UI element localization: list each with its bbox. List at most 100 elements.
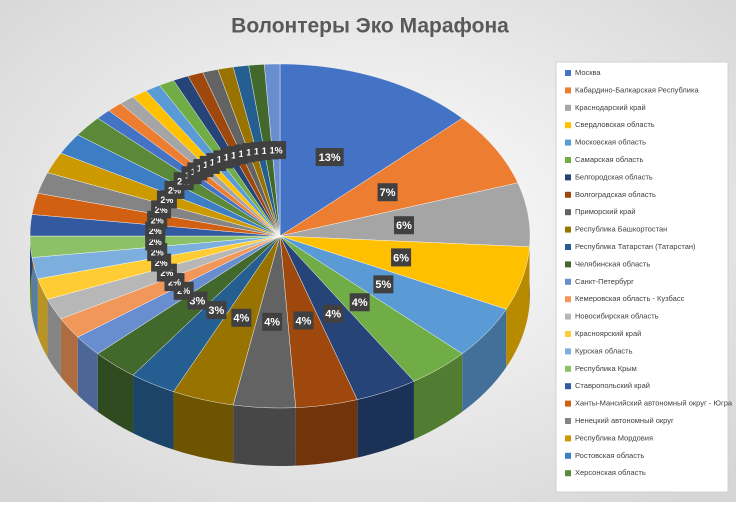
legend-swatch bbox=[565, 87, 571, 94]
legend-swatch bbox=[565, 383, 571, 390]
data-label: 4% bbox=[352, 297, 368, 309]
legend-swatch bbox=[565, 104, 571, 111]
slice-side bbox=[413, 353, 463, 440]
legend-swatch bbox=[565, 139, 571, 146]
data-label-box bbox=[373, 275, 394, 294]
legend-swatch bbox=[565, 470, 571, 477]
slice bbox=[279, 235, 415, 400]
data-label-box bbox=[262, 312, 283, 331]
legend-label: Приморский край bbox=[575, 207, 636, 216]
data-label: 2% bbox=[149, 226, 162, 236]
legend-label: Москва bbox=[575, 68, 601, 77]
data-label-box bbox=[293, 311, 314, 330]
legend-label: Свердловская область bbox=[575, 120, 655, 129]
legend-label: Ненецкий автономный округ bbox=[575, 416, 674, 425]
data-label: 13% bbox=[319, 152, 341, 164]
legend-label: Челябинская область bbox=[575, 259, 650, 268]
slice-side bbox=[60, 318, 78, 396]
legend-label: Белгородская область bbox=[575, 172, 653, 181]
data-label: 2% bbox=[160, 195, 173, 205]
slice-side bbox=[295, 399, 358, 466]
data-label: 2% bbox=[151, 215, 164, 225]
legend-label: Краснодарский край bbox=[575, 103, 646, 112]
slice-side bbox=[77, 337, 98, 412]
slice-side bbox=[173, 391, 234, 463]
data-label: 6% bbox=[396, 220, 412, 232]
slice bbox=[279, 235, 463, 382]
legend-label: Кабардино-Балкарская Республика bbox=[575, 85, 699, 94]
data-label: 2% bbox=[168, 185, 181, 195]
slice bbox=[279, 235, 507, 354]
slice-side bbox=[37, 278, 48, 358]
slice bbox=[279, 182, 531, 248]
data-label: 6% bbox=[393, 252, 409, 264]
legend-swatch bbox=[565, 296, 571, 303]
legend-swatch bbox=[565, 278, 571, 285]
data-label: 2% bbox=[177, 286, 190, 296]
legend-label: Херсонская область bbox=[575, 468, 646, 477]
legend-swatch bbox=[565, 209, 571, 216]
legend-box bbox=[555, 61, 729, 493]
data-label-box bbox=[349, 293, 370, 312]
data-label-box bbox=[394, 216, 415, 235]
data-label-box bbox=[266, 141, 287, 160]
data-label: 4% bbox=[325, 309, 341, 321]
legend-swatch bbox=[565, 226, 571, 233]
legend-label: Санкт-Петербург bbox=[575, 277, 634, 286]
legend-label: Курская область bbox=[575, 346, 633, 355]
legend-swatch bbox=[565, 174, 571, 181]
legend-swatch bbox=[565, 122, 571, 129]
data-label-box bbox=[323, 304, 344, 323]
legend-label: Ростовская область bbox=[575, 451, 644, 460]
legend-swatch bbox=[565, 365, 571, 372]
slice-side bbox=[357, 381, 414, 458]
legend-swatch bbox=[565, 313, 571, 320]
slice-side bbox=[233, 404, 296, 466]
data-label: 2% bbox=[160, 268, 173, 278]
data-label: 4% bbox=[295, 315, 311, 327]
legend-label: Республика Башкортостан bbox=[575, 225, 667, 234]
legend-label: Республика Татарстан (Татарстан) bbox=[575, 242, 696, 251]
legend-label: Самарская область bbox=[575, 155, 644, 164]
chart-title: Волонтеры Эко Марафона bbox=[231, 15, 509, 38]
legend-label: Республика Крым bbox=[575, 364, 637, 373]
data-label-box bbox=[315, 148, 344, 167]
slice-side bbox=[506, 246, 530, 368]
slice bbox=[279, 235, 530, 310]
legend-swatch bbox=[565, 191, 571, 198]
legend-swatch bbox=[565, 261, 571, 268]
slice-side bbox=[47, 299, 61, 377]
legend-swatch bbox=[565, 157, 571, 163]
legend-swatch bbox=[565, 400, 571, 407]
data-label: 1% bbox=[270, 145, 283, 155]
data-label: 2% bbox=[149, 237, 162, 247]
data-label-box bbox=[391, 248, 412, 267]
legend-label: Волгоградская область bbox=[575, 190, 656, 199]
legend-swatch bbox=[565, 348, 571, 355]
slice bbox=[279, 118, 519, 237]
slice bbox=[173, 235, 281, 406]
slice-side bbox=[462, 309, 507, 412]
data-label-box bbox=[231, 308, 252, 327]
legend-label: Новосибирская область bbox=[575, 312, 659, 321]
slice-side bbox=[97, 353, 134, 434]
legend-swatch bbox=[565, 452, 571, 459]
legend-label: Московская область bbox=[575, 138, 646, 147]
data-label: 2% bbox=[168, 277, 181, 287]
data-label: 3% bbox=[208, 305, 224, 317]
legend-label: Кемеровская область - Кузбасс bbox=[575, 294, 685, 303]
data-label: 7% bbox=[380, 187, 396, 199]
legend-swatch bbox=[565, 435, 571, 442]
legend-swatch bbox=[565, 70, 571, 76]
legend-label: Красноярский край bbox=[575, 329, 641, 338]
legend-swatch bbox=[565, 331, 571, 337]
slice bbox=[279, 63, 463, 237]
data-label: 4% bbox=[264, 317, 280, 329]
data-label: 4% bbox=[233, 313, 249, 325]
data-label: 2% bbox=[151, 247, 164, 257]
data-label: 5% bbox=[375, 279, 391, 291]
slice bbox=[279, 235, 358, 408]
data-label: 2% bbox=[155, 205, 168, 215]
legend-label: Ставропольский край bbox=[575, 381, 650, 390]
